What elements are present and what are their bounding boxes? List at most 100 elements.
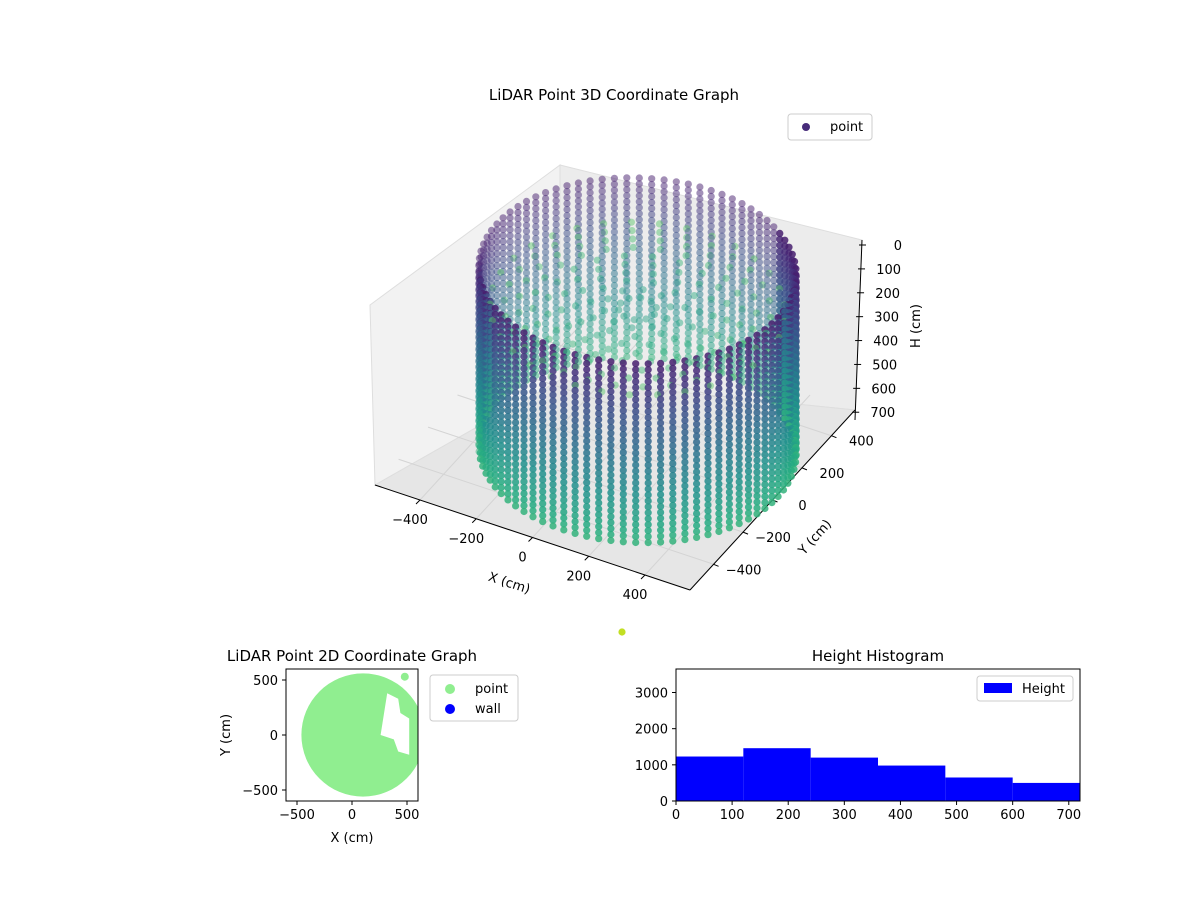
cloud-point-1847 — [504, 395, 512, 403]
cloud-point-371 — [696, 254, 704, 263]
cloud-point-423 — [718, 262, 726, 270]
cloud-point-639 — [684, 287, 692, 295]
cloud-point-896 — [660, 313, 668, 321]
cloud-point-173 — [586, 224, 594, 233]
cloud-point-1403 — [595, 356, 603, 364]
cloud-point-116 — [728, 213, 736, 221]
cloud-point-2560 — [539, 500, 547, 508]
cloud-point-2403 — [753, 468, 761, 476]
cloud-point-42 — [707, 192, 715, 200]
cloud-point-2424 — [511, 472, 520, 480]
cloud-point-1791 — [560, 389, 568, 397]
cloud-point-2431 — [644, 473, 652, 481]
cloud-point-1905 — [560, 401, 568, 409]
cloud-point-2495 — [744, 485, 753, 493]
cloud-point-787 — [666, 303, 675, 311]
cloud-point-2367 — [779, 462, 788, 470]
cloud-point-236 — [598, 235, 606, 243]
cloud-point-61 — [707, 198, 715, 206]
cloud-point-647 — [532, 288, 540, 296]
cloud-point-215 — [718, 232, 726, 240]
cloud-point-1655 — [669, 376, 677, 384]
cloud-point-2272 — [669, 448, 677, 456]
cloud-point-56 — [522, 197, 531, 205]
point-cloud-3d — [475, 174, 800, 636]
cloud-point-346 — [610, 252, 619, 260]
cloud-point-1543 — [693, 367, 701, 375]
cloud-point-2249 — [715, 444, 723, 452]
cloud-point-294 — [718, 244, 726, 252]
cloud-point-2103 — [504, 424, 512, 432]
cloud-point-2468 — [779, 480, 788, 488]
cloud-point-320 — [660, 247, 668, 255]
cloud-point-327 — [672, 249, 680, 257]
cloud-point-2233 — [520, 442, 528, 450]
cloud-point-2517 — [511, 490, 520, 498]
cloud-point-2033 — [595, 415, 603, 424]
cloud-point-735 — [506, 297, 514, 305]
cloud-point-2637 — [632, 521, 640, 529]
cloud-point-464 — [672, 267, 680, 275]
cloud-point-2619 — [644, 515, 652, 523]
cloud-point-37 — [574, 191, 583, 199]
cloud-point-2185 — [704, 435, 712, 443]
cloud-point-512 — [672, 273, 680, 281]
cloud-point-436 — [684, 263, 692, 272]
cloud-point-350 — [648, 252, 656, 260]
cloud-point-1807 — [693, 390, 701, 398]
cloud-point-743 — [552, 298, 560, 306]
cloud-point-541 — [532, 276, 540, 284]
cloud-point-2475 — [571, 482, 579, 490]
y-tick-label-hist-3: 3000 — [635, 687, 668, 702]
cloud-point-559 — [586, 278, 594, 286]
cloud-point-88 — [738, 206, 746, 214]
cloud-point-2450 — [491, 477, 499, 485]
cloud-point-2513 — [497, 490, 505, 498]
cloud-point-405 — [738, 259, 746, 267]
cloud-point-1072 — [610, 329, 619, 337]
cloud-point-297 — [552, 244, 560, 253]
cloud-point-977 — [672, 321, 680, 329]
cloud-point-1869 — [753, 397, 761, 405]
cloud-point-2639 — [693, 521, 701, 530]
cloud-point-1370 — [648, 353, 656, 361]
cloud-point-2218 — [571, 440, 579, 448]
cloud-point-487 — [610, 270, 619, 278]
cloud-point-1979 — [761, 409, 769, 417]
cloud-point-395 — [755, 258, 764, 266]
cloud-point-813 — [684, 305, 692, 313]
cloud-point-400 — [598, 259, 606, 267]
cloud-point-2037 — [539, 416, 547, 424]
cloud-point-972 — [728, 320, 736, 328]
cloud-point-925 — [552, 316, 560, 324]
cloud-point-2169 — [761, 433, 769, 441]
cloud-point-1039 — [696, 326, 704, 334]
cloud-point-2071 — [715, 420, 723, 428]
cloud-point-2461 — [583, 479, 591, 487]
cloud-point-2269 — [704, 447, 712, 455]
cloud-point-502 — [738, 271, 746, 279]
cloud-point-1452 — [583, 359, 591, 368]
cloud-point-748 — [522, 299, 531, 307]
cloud-point-2596 — [583, 508, 591, 517]
cloud-point-2289 — [715, 450, 723, 458]
cloud-point-1704 — [725, 381, 734, 389]
cloud-point-87 — [563, 205, 571, 214]
cloud-point-186 — [574, 227, 583, 235]
cloud-point-1808 — [715, 390, 723, 399]
cloud-point-2576 — [744, 503, 753, 511]
cloud-point-2451 — [704, 477, 712, 485]
cloud-point-2340 — [681, 458, 689, 466]
cloud-point-2570 — [619, 502, 627, 510]
cloud-point-2520 — [657, 490, 665, 499]
cloud-point-453 — [660, 265, 668, 273]
cloud-point-36 — [552, 191, 560, 199]
cloud-point-945 — [648, 318, 656, 326]
cloud-point-1092 — [660, 331, 668, 339]
x-tick-label-hist-5: 500 — [944, 808, 969, 823]
cloud-point-513 — [499, 273, 507, 281]
cloud-point-22 — [623, 186, 631, 194]
cloud-point-2183 — [529, 435, 537, 443]
histogram-bar-4 — [945, 777, 1013, 801]
cloud-point-2445 — [681, 476, 689, 484]
